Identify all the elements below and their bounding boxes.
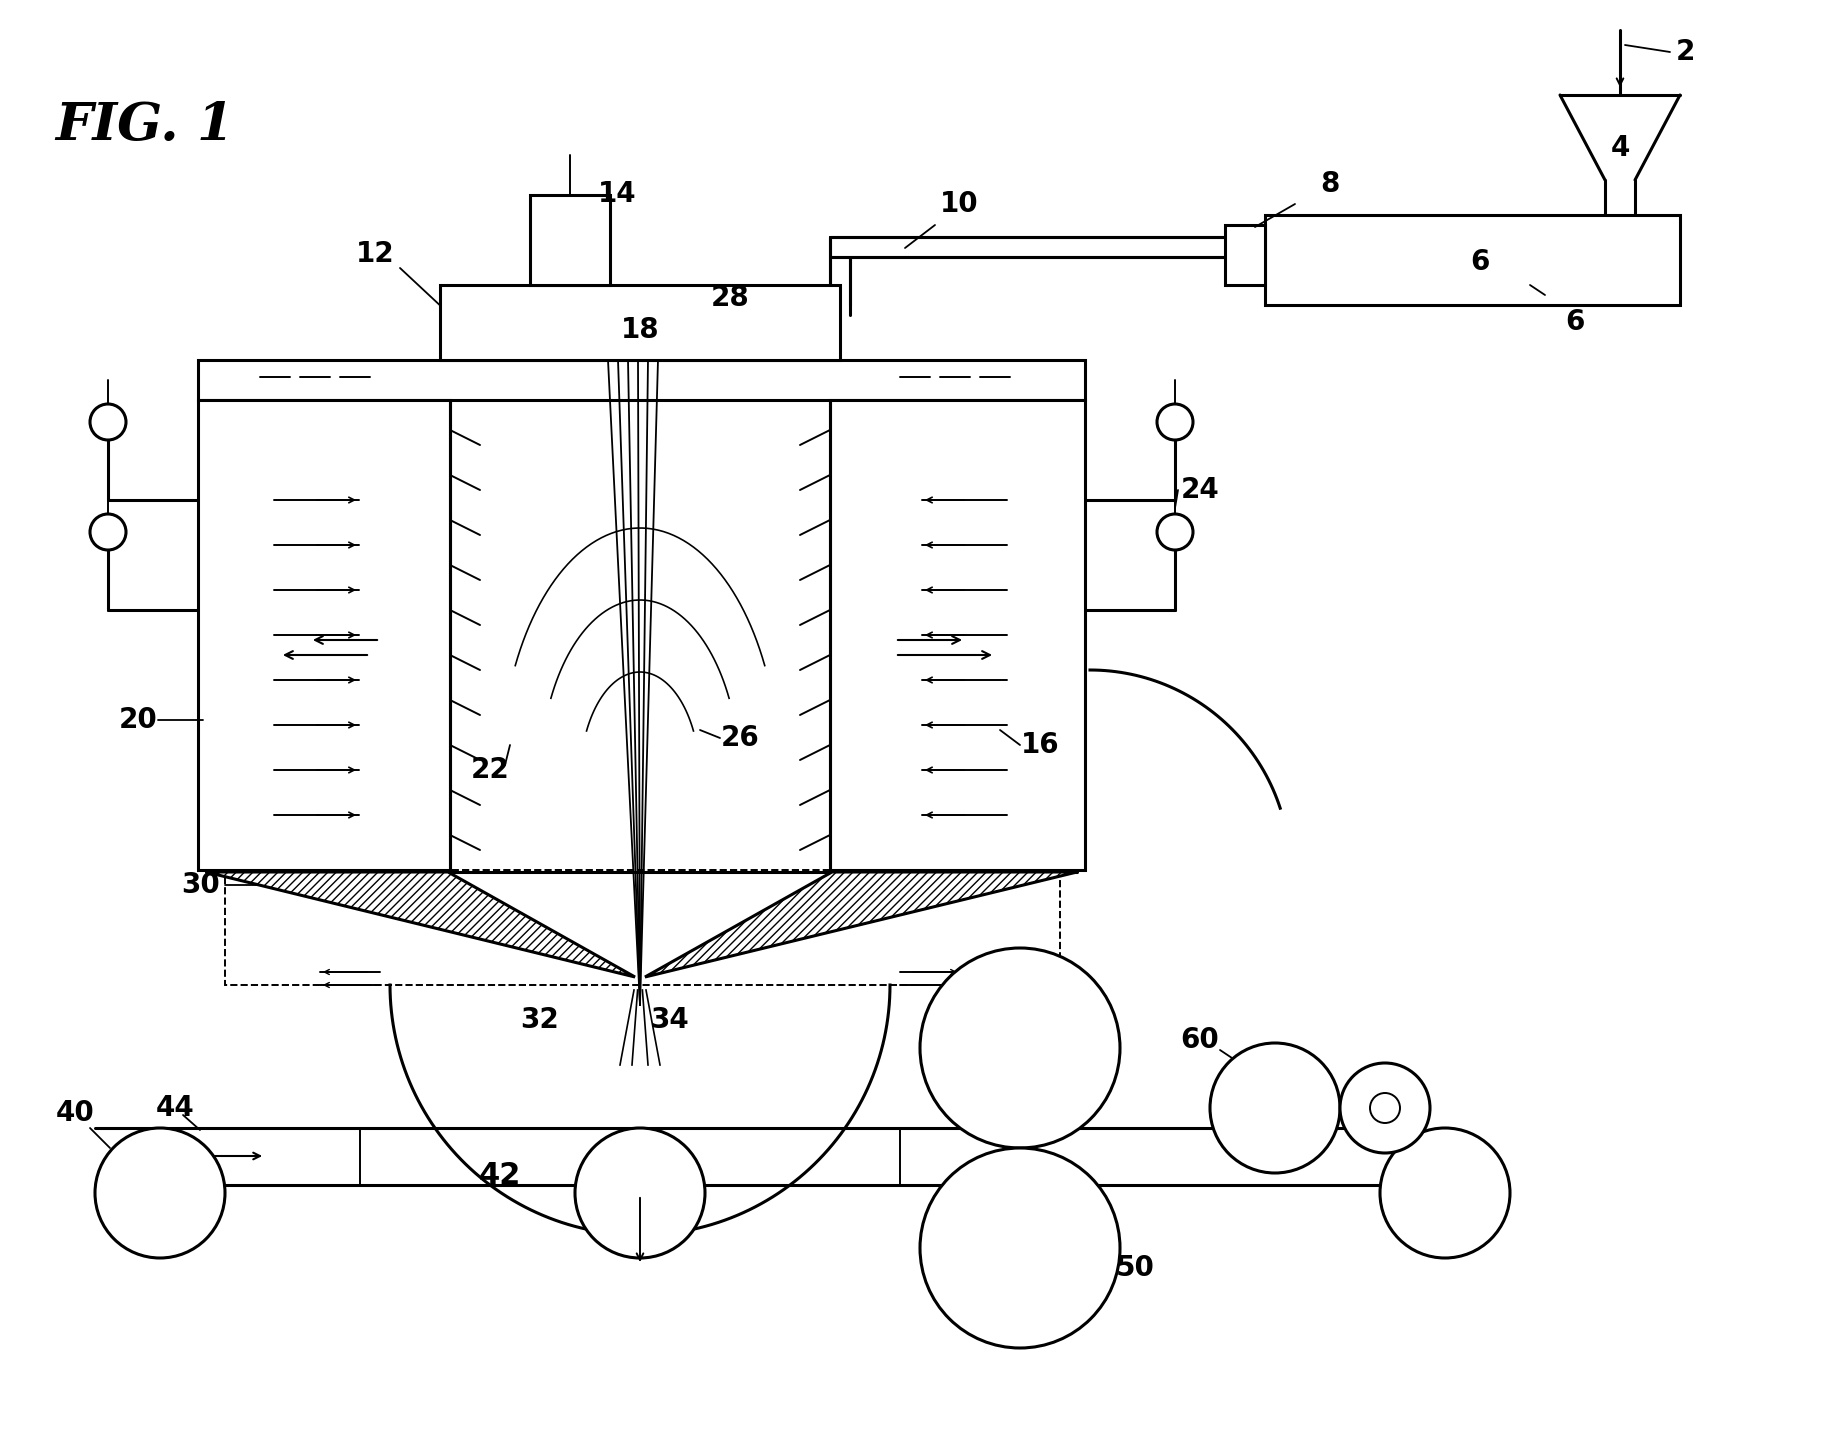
Circle shape <box>1157 404 1194 439</box>
Text: 16: 16 <box>1020 731 1058 758</box>
Text: 24: 24 <box>1181 477 1219 504</box>
Bar <box>224 870 1060 985</box>
Text: 42: 42 <box>478 1162 522 1191</box>
Circle shape <box>89 404 126 439</box>
Circle shape <box>95 1128 224 1258</box>
Text: 34: 34 <box>652 1006 690 1035</box>
Circle shape <box>920 1148 1121 1348</box>
Circle shape <box>89 514 126 550</box>
Circle shape <box>1157 514 1194 550</box>
Text: 20: 20 <box>119 705 157 734</box>
Text: 40: 40 <box>55 1099 95 1128</box>
Text: 14: 14 <box>599 180 637 207</box>
Text: 28: 28 <box>710 283 750 312</box>
Text: 4: 4 <box>1610 135 1630 162</box>
Text: 18: 18 <box>620 316 659 343</box>
Text: 6: 6 <box>1471 248 1489 276</box>
Polygon shape <box>206 871 635 977</box>
Circle shape <box>1380 1128 1509 1258</box>
Text: 6: 6 <box>1566 308 1584 336</box>
Text: 44: 44 <box>155 1095 195 1122</box>
Polygon shape <box>644 871 1077 977</box>
Text: 22: 22 <box>471 756 509 784</box>
Bar <box>440 285 840 361</box>
Bar <box>529 195 610 285</box>
Bar <box>1265 215 1681 305</box>
Circle shape <box>1210 1043 1340 1173</box>
Text: 10: 10 <box>940 190 978 218</box>
Text: 30: 30 <box>181 871 221 899</box>
Circle shape <box>1371 1093 1400 1123</box>
Bar <box>830 401 1086 870</box>
Bar <box>197 401 451 870</box>
Circle shape <box>575 1128 704 1258</box>
Text: 50: 50 <box>1115 1254 1155 1282</box>
Text: 32: 32 <box>520 1006 560 1035</box>
Text: 60: 60 <box>1181 1026 1219 1055</box>
Circle shape <box>1340 1063 1431 1153</box>
Circle shape <box>920 947 1121 1148</box>
Text: 12: 12 <box>356 240 394 268</box>
Text: FIG. 1: FIG. 1 <box>55 100 234 152</box>
Bar <box>197 361 1086 401</box>
Text: 2: 2 <box>1675 39 1695 66</box>
Text: 8: 8 <box>1319 170 1340 197</box>
Bar <box>1225 225 1265 285</box>
Text: 26: 26 <box>721 724 759 753</box>
